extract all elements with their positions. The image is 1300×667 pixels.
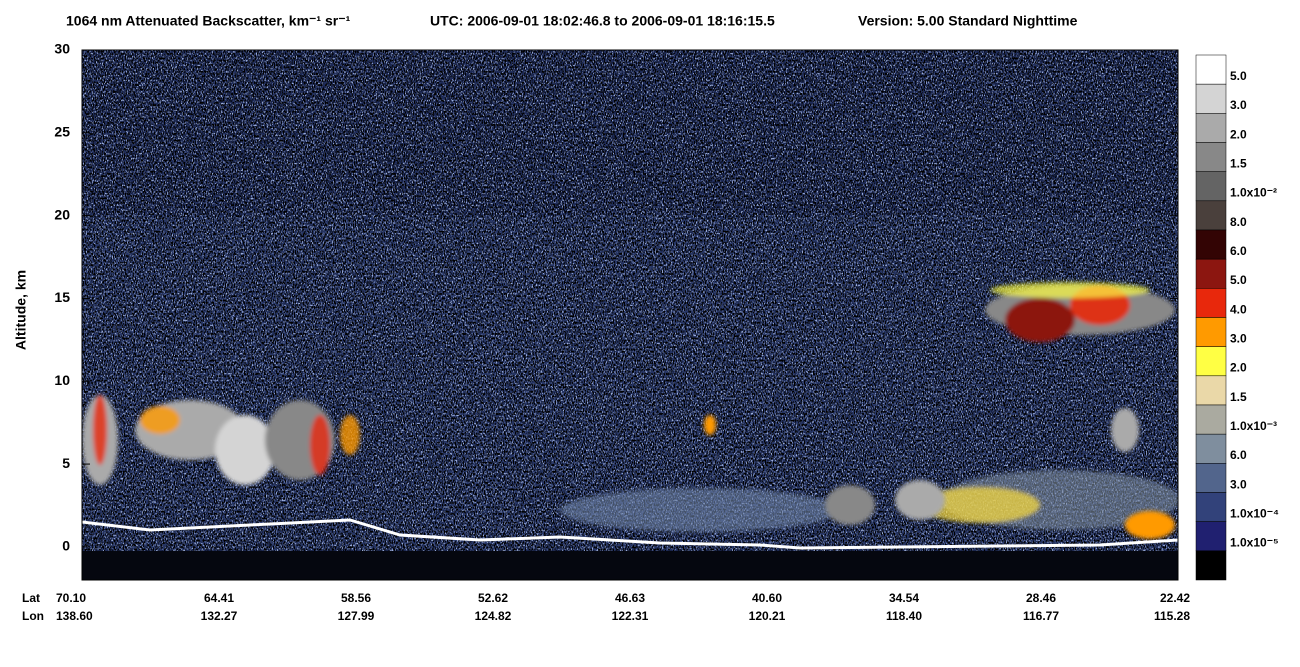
colorbar-cell <box>1195 288 1227 318</box>
colorbar-label: 1.0x10⁻⁴ <box>1230 507 1279 521</box>
colorbar-cell <box>1195 346 1227 377</box>
colorbar-label: 3.0 <box>1230 98 1247 112</box>
colorbar-cell <box>1195 229 1227 260</box>
y-tick-label: 25 <box>54 124 70 140</box>
x-tick-label-lon: 120.21 <box>749 609 786 623</box>
colorbar-label: 5.0 <box>1230 69 1247 83</box>
colorbar-cell <box>1195 521 1227 552</box>
colorbar-cell <box>1195 54 1227 85</box>
colorbar-cell <box>1195 317 1227 347</box>
aerosol-layers <box>560 470 1178 532</box>
colorbar-label: 1.0x10⁻³ <box>1230 419 1277 433</box>
colorbar-cell <box>1195 113 1227 143</box>
time-range: UTC: 2006-09-01 18:02:46.8 to 2006-09-01… <box>430 13 775 29</box>
x-tick-label-lon: 132.27 <box>201 609 238 623</box>
colorbar-cell <box>1195 463 1227 493</box>
x-tick-label-lat: 40.60 <box>752 591 782 605</box>
colorbar-label: 1.5 <box>1230 157 1247 171</box>
plot-frame <box>81 49 1179 581</box>
subsurface <box>82 551 1178 580</box>
x-tick-label-lat: 46.63 <box>615 591 645 605</box>
colorbar-label: 6.0 <box>1230 448 1247 462</box>
colorbar-label: 1.0x10⁻⁵ <box>1230 536 1279 550</box>
colorbar-label: 3.0 <box>1230 477 1247 491</box>
x-tick-label-lat: 64.41 <box>204 591 234 605</box>
colorbar-label: 3.0 <box>1230 332 1247 346</box>
x-tick-label-lon: 115.28 <box>1154 609 1190 623</box>
colorbar-label: 6.0 <box>1230 244 1247 258</box>
colorbar-cell <box>1195 258 1227 289</box>
colorbar-cell <box>1195 550 1227 581</box>
y-tick-label: 30 <box>54 41 70 57</box>
x-tick-label-lat: 22.42 <box>1160 591 1190 605</box>
colorbar-label: 8.0 <box>1230 215 1247 229</box>
colorbar-cell <box>1195 492 1227 522</box>
colorbar-cell <box>1195 375 1227 406</box>
colorbar-label: 4.0 <box>1230 302 1247 316</box>
colorbar-cell <box>1195 433 1227 464</box>
y-tick-label: 10 <box>54 372 70 388</box>
colorbar-cell <box>1195 171 1227 202</box>
colorbar-label: 2.0 <box>1230 127 1247 141</box>
surface-return <box>82 518 1178 550</box>
x-tick-label-lat: 28.46 <box>1026 591 1056 605</box>
colorbar-label: 1.0x10⁻² <box>1230 186 1277 200</box>
x-tick-label-lon: 124.82 <box>475 609 512 623</box>
clouds <box>82 282 1175 539</box>
x-tick-label-lon: 127.99 <box>338 609 375 623</box>
y-tick-label: 5 <box>62 455 70 471</box>
x-tick-label-lon: 138.60 <box>56 609 93 623</box>
x-row-label: Lat <box>22 591 40 605</box>
y-tick-label: 0 <box>62 538 70 554</box>
x-tick-label-lat: 58.56 <box>341 591 371 605</box>
y-axis-label: Altitude, km <box>13 270 29 350</box>
colorbar-label: 5.0 <box>1230 273 1247 287</box>
colorbar-cell <box>1195 83 1227 114</box>
x-tick-label-lat: 70.10 <box>56 591 86 605</box>
colorbar-cell <box>1195 142 1227 172</box>
x-tick-label-lon: 122.31 <box>612 609 649 623</box>
y-tick-label: 20 <box>54 206 70 222</box>
colorbar-cell <box>1195 404 1227 435</box>
x-row-label: Lon <box>22 609 44 623</box>
x-tick-label-lat: 52.62 <box>478 591 508 605</box>
y-tick-label: 15 <box>54 289 70 305</box>
colorbar-cell <box>1195 200 1227 231</box>
colorbar-label: 1.5 <box>1230 390 1247 404</box>
x-tick-label-lat: 34.54 <box>889 591 919 605</box>
x-tick-label-lon: 116.77 <box>1023 609 1059 623</box>
chart-title: 1064 nm Attenuated Backscatter, km⁻¹ sr⁻… <box>66 13 351 29</box>
version: Version: 5.00 Standard Nighttime <box>858 13 1078 29</box>
backscatter-field <box>82 50 1178 580</box>
x-tick-label-lon: 118.40 <box>886 609 922 623</box>
colorbar-label: 2.0 <box>1230 361 1247 375</box>
